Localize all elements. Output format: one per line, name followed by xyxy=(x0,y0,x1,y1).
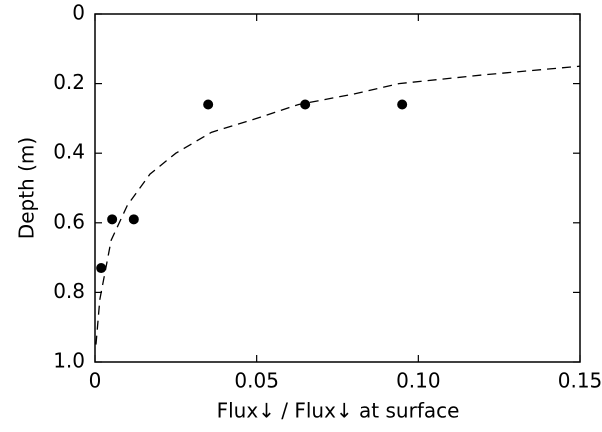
data-point xyxy=(300,99,311,110)
y-tick-label: 0.2 xyxy=(53,70,85,94)
data-point xyxy=(203,99,214,110)
y-tick-label: 0.6 xyxy=(53,209,85,233)
y-tick-label: 0 xyxy=(72,1,85,25)
data-point xyxy=(96,263,107,274)
x-tick-label: 0.10 xyxy=(396,369,441,393)
y-tick-label: 0.8 xyxy=(53,279,85,303)
data-point xyxy=(107,214,118,225)
fit-line xyxy=(95,65,581,345)
y-axis-label: Depth (m) xyxy=(15,137,39,239)
y-tick-label: 0.4 xyxy=(53,140,85,164)
x-tick-label: 0 xyxy=(89,369,102,393)
plot-frame xyxy=(94,13,581,363)
data-point xyxy=(128,214,139,225)
data-point xyxy=(397,99,408,110)
y-tick-label: 1.0 xyxy=(53,349,85,373)
x-tick-label: 0.05 xyxy=(234,369,279,393)
x-tick-label: 0.15 xyxy=(558,369,602,393)
x-axis-label: Flux↓ / Flux↓ at surface xyxy=(217,399,460,423)
